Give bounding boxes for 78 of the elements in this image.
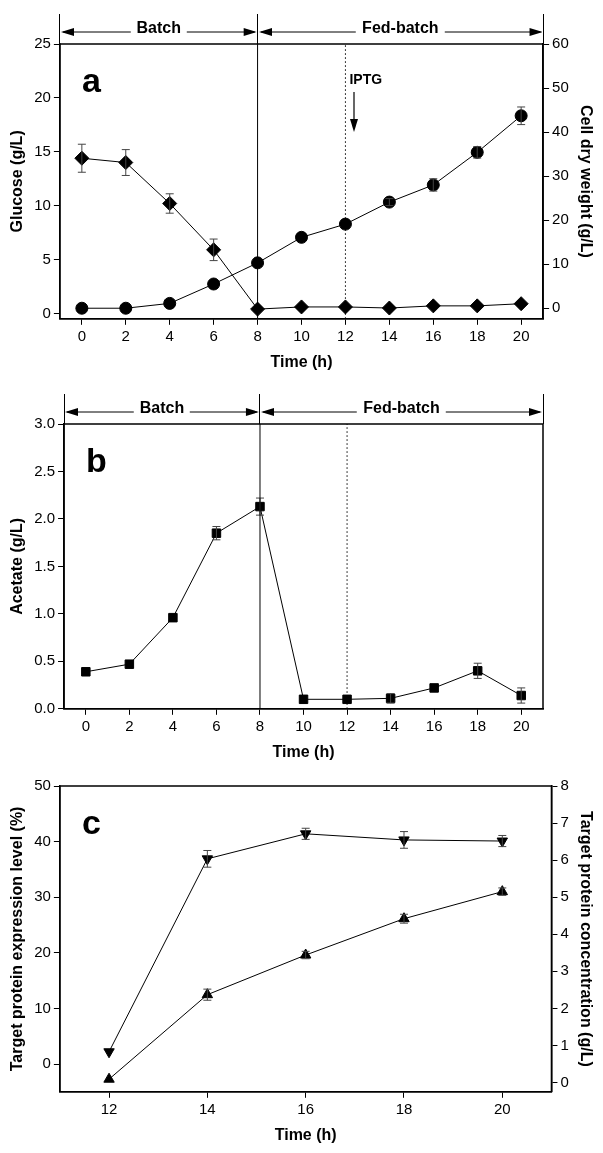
- y2-tick-label: 40: [552, 122, 569, 140]
- x-tick-label: 20: [512, 716, 530, 734]
- x-tick-label: 16: [297, 1099, 315, 1117]
- x-tick-label: 2: [121, 326, 130, 344]
- y2-tick-label: 30: [552, 166, 569, 184]
- x-tick-label: 16: [424, 326, 442, 344]
- x-tick-label: 12: [338, 716, 356, 734]
- x-tick-label: 4: [168, 716, 178, 734]
- y2-tick-label: 50: [552, 78, 569, 96]
- x-tick-label: 10: [293, 326, 310, 344]
- x-tick-label: 14: [381, 326, 398, 344]
- y-tick-label: 0.5: [34, 651, 56, 669]
- y-tick-label: 5: [42, 249, 51, 267]
- y2-axis-title: Target protein concentration (g/L): [577, 811, 595, 1067]
- y2-tick-label: 60: [552, 34, 569, 52]
- x-tick-label: 20: [512, 326, 530, 344]
- ref-line-label: IPTG: [349, 70, 383, 87]
- x-tick-label: 10: [295, 716, 312, 734]
- y-tick-label: 20: [34, 88, 51, 106]
- x-axis-title: Time (h): [274, 1125, 337, 1143]
- x-tick-label: 8: [255, 716, 265, 734]
- y-tick-label: 40: [34, 831, 51, 849]
- y-tick-label: 25: [34, 34, 51, 52]
- x-tick-label: 4: [165, 326, 174, 344]
- y2-tick-label: 7: [560, 813, 569, 831]
- x-axis-title: Time (h): [270, 352, 333, 370]
- x-tick-label: 20: [493, 1099, 511, 1117]
- x-tick-label: 12: [100, 1099, 118, 1117]
- x-tick-label: 0: [77, 326, 87, 344]
- y-axis-title: Target protein expression level (%): [8, 806, 26, 1072]
- x-tick-label: 12: [337, 326, 354, 344]
- y2-tick-label: 0: [552, 298, 561, 316]
- y-tick-label: 3.0: [34, 414, 56, 432]
- y-tick-label: 0: [42, 303, 51, 321]
- y2-tick-label: 10: [552, 254, 569, 272]
- y2-tick-label: 3: [560, 961, 569, 979]
- y-axis-title: Acetate (g/L): [8, 517, 26, 615]
- x-tick-label: 6: [212, 716, 221, 734]
- y-tick-label: 20: [34, 942, 51, 960]
- y2-tick-label: 2: [560, 998, 569, 1016]
- y-tick-label: 0.0: [34, 698, 56, 716]
- x-axis-title: Time (h): [272, 742, 335, 760]
- y2-tick-label: 1: [560, 1035, 569, 1053]
- text: Fed-batch: [356, 19, 445, 37]
- y-tick-label: 0: [42, 1054, 51, 1072]
- text: b: [86, 441, 107, 480]
- y2-tick-label: 8: [560, 776, 569, 794]
- y-tick-label: 10: [34, 195, 51, 213]
- y-tick-label: 2.5: [34, 461, 56, 479]
- x-tick-label: 14: [382, 716, 399, 734]
- y-tick-label: 15: [34, 141, 51, 159]
- y2-tick-label: 20: [552, 210, 569, 228]
- text: Batch: [130, 19, 187, 37]
- x-tick-label: 18: [468, 326, 486, 344]
- y2-tick-label: 5: [560, 887, 569, 905]
- y-tick-label: 10: [34, 998, 51, 1016]
- y-tick-label: 30: [34, 887, 51, 905]
- x-tick-label: 0: [81, 716, 90, 734]
- text: Batch: [133, 399, 191, 417]
- x-tick-label: 18: [395, 1099, 413, 1117]
- y-tick-label: 1.5: [34, 556, 56, 574]
- text: Fed-batch: [357, 399, 446, 417]
- x-tick-label: 14: [199, 1099, 216, 1117]
- y2-tick-label: 4: [560, 924, 569, 942]
- y-axis-title: Glucose (g/L): [8, 130, 26, 233]
- x-tick-label: 6: [209, 326, 218, 344]
- y2-tick-label: 6: [560, 850, 569, 868]
- y2-axis-title: Cell dry weight (g/L): [577, 104, 595, 258]
- y-tick-label: 1.0: [34, 604, 56, 622]
- x-tick-label: 2: [125, 716, 134, 734]
- y-tick-label: 50: [34, 776, 51, 794]
- text: a: [81, 61, 102, 100]
- x-tick-label: 8: [253, 326, 262, 344]
- y-tick-label: 2.0: [34, 509, 56, 527]
- x-tick-label: 18: [469, 716, 487, 734]
- y2-tick-label: 0: [560, 1072, 569, 1090]
- text: c: [81, 803, 101, 842]
- x-tick-label: 16: [425, 716, 443, 734]
